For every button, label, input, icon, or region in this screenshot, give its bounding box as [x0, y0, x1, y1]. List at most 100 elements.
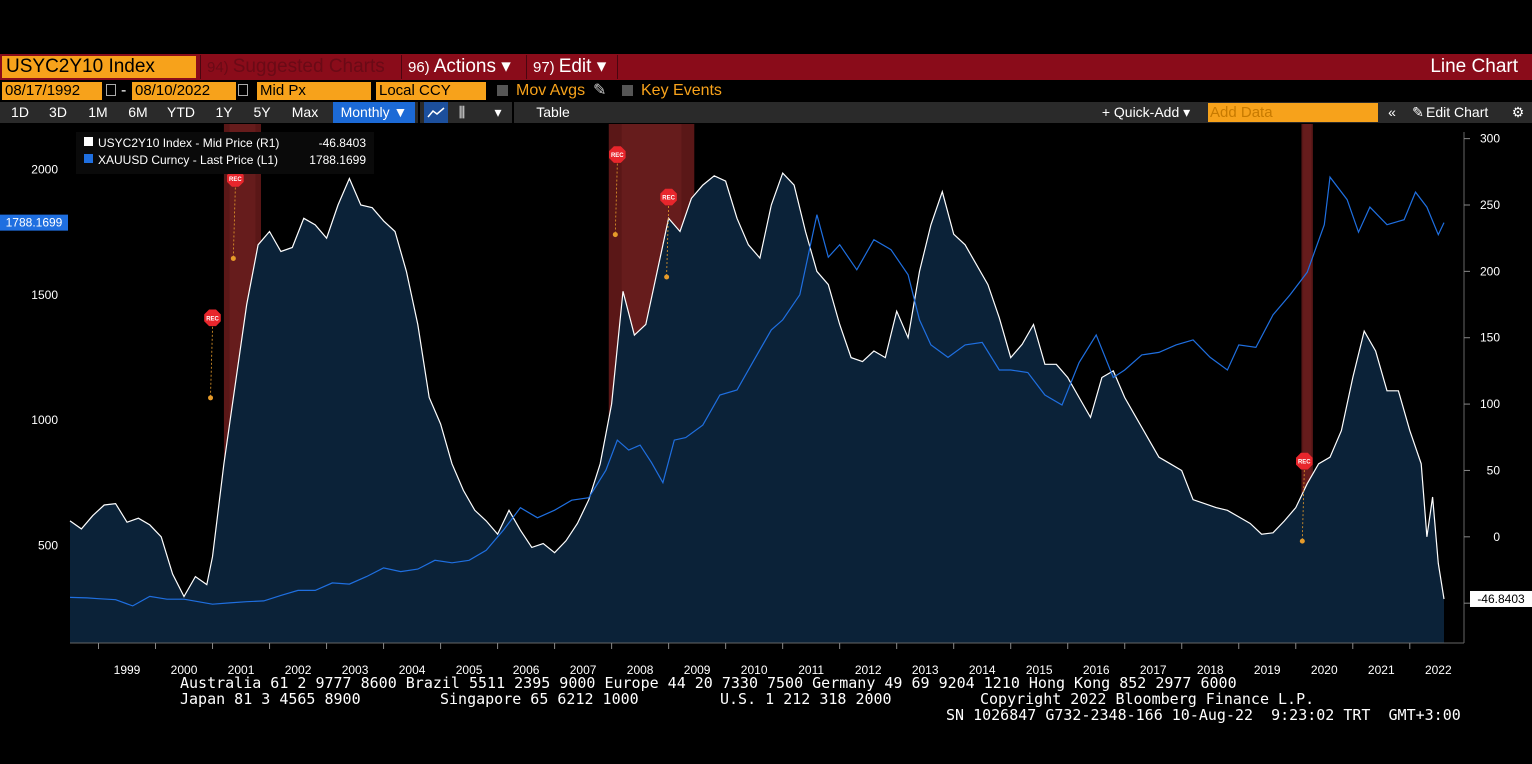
- ticker-field[interactable]: USYC2Y10 Index: [2, 56, 196, 78]
- legend-gold-name: XAUUSD Curncy - Last Price (L1): [98, 153, 278, 167]
- x-tick-label: 2006: [513, 663, 540, 676]
- gold-last-value-tag: [0, 214, 68, 231]
- period-ytd[interactable]: YTD: [167, 104, 195, 120]
- menu-number: 96): [408, 59, 430, 76]
- currency-select[interactable]: Local CCY: [376, 82, 486, 100]
- rec-event-connector: [614, 163, 618, 233]
- menu-label: Suggested Charts: [232, 56, 385, 77]
- period-1d[interactable]: 1D: [11, 104, 29, 120]
- x-tick-label: 2007: [570, 663, 597, 676]
- add-data-input[interactable]: Add Data: [1208, 103, 1378, 122]
- legend-spread-last: -46.8403: [319, 136, 367, 150]
- quick-add-button[interactable]: + Quick-Add ▾: [1101, 104, 1191, 120]
- x-tick-label: 2017: [1140, 663, 1167, 676]
- gold-last-value: 1788.1699: [6, 216, 63, 230]
- right-tick-label: 300: [1480, 132, 1500, 146]
- pencil-icon[interactable]: ✎: [593, 82, 607, 99]
- menu-label: Edit ▾: [558, 56, 607, 77]
- period-max[interactable]: Max: [291, 104, 319, 120]
- rec-marker: [609, 146, 626, 163]
- actions-menu[interactable]: 96) Actions ▾: [401, 55, 525, 79]
- divider: [418, 102, 420, 123]
- period-6m[interactable]: 6M: [128, 104, 148, 120]
- x-tick-label: 2001: [228, 663, 255, 676]
- footer-japan: Japan 81 3 4565 8900: [180, 690, 361, 708]
- right-tick-label: 100: [1480, 397, 1500, 411]
- price-field-select[interactable]: Mid Px: [257, 82, 371, 100]
- spread-area: [70, 173, 1444, 643]
- x-tick-label: 2012: [855, 663, 882, 676]
- x-tick-label: 2004: [399, 663, 426, 676]
- x-axis: 1999 2000 2001 2002 2003 2004 2005 2006 2007 2008…: [98, 643, 1452, 676]
- divider: [512, 102, 514, 123]
- suggested-charts-menu[interactable]: 94) Suggested Charts: [200, 55, 400, 79]
- pencil-icon[interactable]: ✎: [1412, 104, 1424, 120]
- spread-last-value: -46.8403: [1477, 592, 1525, 606]
- recession-band-core: [1303, 124, 1312, 643]
- chevron-down-icon[interactable]: ▾: [494, 104, 502, 120]
- gear-icon[interactable]: ⚙: [1511, 104, 1525, 120]
- period-3d[interactable]: 3D: [49, 104, 67, 120]
- left-tick-label: 500: [38, 538, 58, 552]
- footer-singapore: Singapore 65 6212 1000: [440, 690, 639, 708]
- x-tick-label: 2020: [1311, 663, 1338, 676]
- line-chart-icon[interactable]: [424, 102, 448, 123]
- mov-avgs-checkbox[interactable]: [497, 85, 508, 96]
- rec-event-connector: [666, 206, 670, 276]
- rec-marker-label: REC: [662, 196, 675, 202]
- period-5y[interactable]: 5Y: [253, 104, 271, 120]
- x-tick-label: 2021: [1368, 663, 1395, 676]
- edit-menu[interactable]: 97) Edit ▾: [526, 55, 618, 79]
- rec-event-dot: [1299, 538, 1305, 544]
- rec-marker-label: REC: [206, 316, 219, 322]
- footer-line-1: Australia 61 2 9777 8600 Brazil 5511 239…: [180, 674, 1237, 692]
- rec-event-dot: [664, 274, 670, 280]
- candlestick-icon[interactable]: ⫼: [458, 104, 466, 120]
- legend-swatch-spread: [84, 137, 93, 146]
- menu-label: Actions ▾: [433, 56, 511, 77]
- collapse-icon[interactable]: «: [1388, 104, 1396, 120]
- x-tick-label: 2018: [1197, 663, 1224, 676]
- calendar-icon[interactable]: [238, 84, 248, 96]
- x-tick-label: 2015: [1026, 663, 1053, 676]
- x-tick-label: 2010: [741, 663, 768, 676]
- calendar-icon[interactable]: [106, 84, 116, 96]
- menu-number: 97): [533, 59, 555, 76]
- edit-chart-button[interactable]: Edit Chart: [1426, 104, 1489, 120]
- rec-event-connector: [1301, 470, 1305, 540]
- x-tick-label: 2013: [912, 663, 939, 676]
- right-tick-label: 150: [1480, 331, 1500, 345]
- rec-marker-label: REC: [229, 177, 242, 183]
- x-tick-label: 2022: [1425, 663, 1452, 676]
- rec-marker-label: REC: [1298, 460, 1311, 466]
- left-tick-label: 2000: [31, 163, 58, 177]
- legend-swatch-gold: [84, 154, 93, 163]
- period-1y[interactable]: 1Y: [215, 104, 233, 120]
- rec-event-connector: [232, 187, 236, 257]
- gold-line: [69, 175, 1445, 607]
- rec-event-dot: [612, 232, 618, 238]
- spread-line: [69, 171, 1445, 600]
- right-tick-label: 200: [1480, 264, 1500, 278]
- end-date-field[interactable]: 08/10/2022: [132, 82, 236, 100]
- footer-us: U.S. 1 212 318 2000: [720, 690, 892, 708]
- table-button[interactable]: Table: [536, 104, 570, 120]
- legend-gold-last: 1788.1699: [309, 153, 366, 167]
- rec-marker: [660, 188, 677, 206]
- x-tick-label: 2019: [1254, 663, 1281, 676]
- x-tick-label: 2009: [684, 663, 711, 676]
- start-date-field[interactable]: 08/17/1992: [2, 82, 102, 100]
- x-tick-label: 2000: [171, 663, 198, 676]
- left-axis: 500 1000 1500 2000: [31, 163, 58, 553]
- period-1m[interactable]: 1M: [88, 104, 108, 120]
- header-bar: [0, 54, 1532, 80]
- chart-type-title: Line Chart: [1430, 56, 1518, 77]
- x-tick-label: 2008: [627, 663, 654, 676]
- frequency-select[interactable]: Monthly ▼: [333, 102, 415, 123]
- rec-event-dot: [208, 395, 214, 401]
- key-events-checkbox[interactable]: [622, 85, 633, 96]
- x-tick-label: 2016: [1083, 663, 1110, 676]
- rec-marker-label: REC: [611, 153, 624, 159]
- rec-event-connector: [210, 326, 213, 396]
- x-tick-label: 2005: [456, 663, 483, 676]
